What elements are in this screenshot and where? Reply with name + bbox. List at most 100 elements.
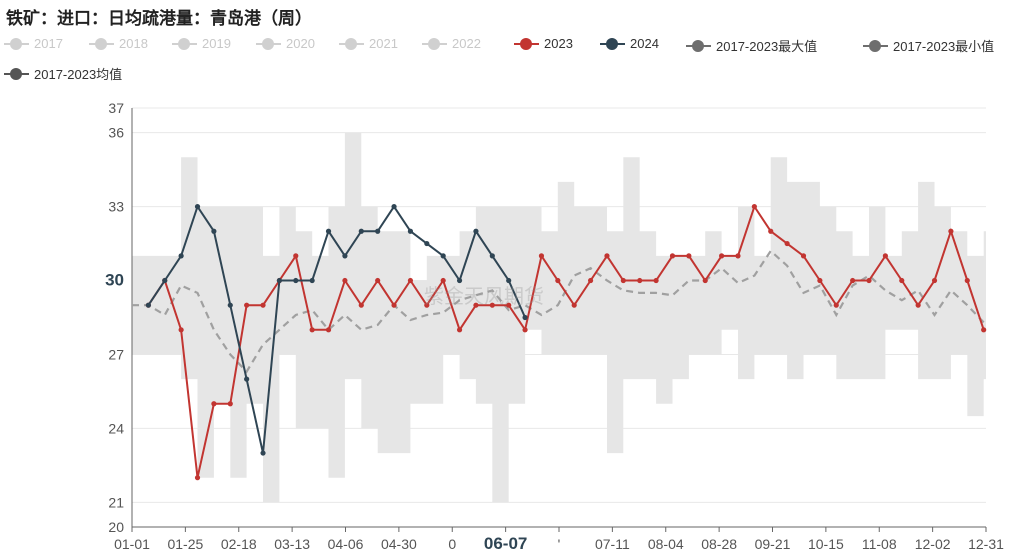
data-point-2024 — [244, 376, 250, 382]
data-point-2023 — [899, 277, 905, 284]
data-point-2024 — [506, 277, 512, 284]
legend-item-9[interactable]: 2017-2023最小值 — [863, 36, 994, 55]
legend-item-2[interactable]: 2019 — [172, 36, 231, 51]
data-point-2023 — [293, 253, 299, 259]
data-point-2024 — [162, 277, 168, 284]
legend-label: 2017-2023均值 — [34, 67, 123, 82]
data-point-2024 — [440, 253, 446, 259]
data-point-2023 — [637, 277, 643, 284]
legend-item-8[interactable]: 2017-2023最大值 — [686, 36, 817, 55]
data-point-2024 — [194, 203, 201, 210]
series-line-2024 — [147, 204, 527, 454]
data-point-2023 — [391, 302, 397, 308]
x-tick-label: 11-08 — [862, 536, 897, 552]
y-tick-label: 24 — [108, 420, 124, 436]
data-point-2024 — [489, 253, 495, 259]
legend-marker-icon — [422, 37, 447, 51]
legend-item-10[interactable]: 2017-2023均值 — [4, 64, 122, 83]
x-tick-label: 02-18 — [221, 536, 257, 552]
legend-item-1[interactable]: 2018 — [89, 36, 148, 51]
legend-label: 2017-2023最大值 — [716, 39, 818, 54]
data-point-2024 — [391, 203, 397, 210]
data-point-2023 — [784, 240, 790, 247]
data-point-2024 — [293, 277, 299, 284]
x-tick-label: 09-21 — [755, 536, 791, 552]
max-min-band — [132, 132, 986, 503]
legend-marker-icon — [600, 37, 625, 51]
data-point-2023 — [424, 302, 430, 308]
data-point-2023 — [800, 253, 807, 259]
data-point-2023 — [931, 277, 938, 284]
y-tick-label: 30 — [105, 271, 124, 290]
legend-item-0[interactable]: 2017 — [4, 36, 63, 51]
data-point-2023 — [702, 277, 708, 284]
y-tick-label: 20 — [108, 519, 124, 535]
data-point-2024 — [473, 228, 479, 234]
data-point-2023 — [227, 401, 233, 407]
data-point-2024 — [522, 314, 528, 321]
data-point-2024 — [342, 253, 348, 259]
x-tick-label: 08-28 — [701, 536, 737, 552]
data-point-2024 — [358, 228, 364, 234]
legend-marker-icon — [863, 39, 888, 53]
data-point-2023 — [538, 253, 545, 259]
data-point-2023 — [555, 277, 561, 284]
legend-item-6[interactable]: 2023 — [514, 36, 573, 51]
data-point-2023 — [866, 277, 872, 284]
legend-marker-icon — [686, 39, 711, 53]
data-point-2024 — [145, 302, 151, 308]
legend-marker-icon — [172, 37, 197, 51]
legend-marker-icon — [4, 67, 29, 81]
data-point-2023 — [768, 228, 774, 234]
data-point-2023 — [407, 277, 414, 284]
data-point-2023 — [948, 228, 954, 234]
chart-title: 铁矿：进口：日均疏港量：青岛港（周） — [6, 9, 312, 28]
data-point-2023 — [506, 302, 512, 308]
legend-label: 2019 — [202, 36, 231, 51]
x-tick-label: ' — [558, 536, 561, 552]
data-point-2024 — [178, 253, 184, 259]
legend-label: 2021 — [369, 36, 398, 51]
series-line-2023 — [147, 204, 985, 478]
data-point-2023 — [882, 253, 888, 259]
data-point-2023 — [571, 302, 577, 308]
x-tick-label: 12-31 — [968, 536, 1004, 552]
data-point-2023 — [981, 327, 987, 333]
y-tick-label: 37 — [108, 100, 124, 116]
y-tick-label: 27 — [108, 346, 124, 362]
legend-marker-icon — [4, 37, 29, 51]
data-point-2023 — [915, 302, 921, 308]
data-point-2024 — [227, 302, 233, 308]
data-point-2023 — [358, 302, 364, 308]
x-tick-label: 04-30 — [381, 536, 417, 552]
data-point-2024 — [375, 228, 381, 234]
data-point-2023 — [686, 253, 692, 259]
data-point-2024 — [456, 277, 463, 284]
legend-label: 2024 — [630, 36, 659, 51]
legend-item-5[interactable]: 2022 — [422, 36, 481, 51]
legend-label: 2018 — [119, 36, 148, 51]
legend-item-3[interactable]: 2020 — [256, 36, 315, 51]
y-tick-label: 36 — [108, 125, 124, 141]
data-point-2023 — [178, 327, 184, 333]
data-point-2023 — [587, 277, 594, 284]
legend-marker-icon — [514, 37, 539, 51]
legend-label: 2022 — [452, 36, 481, 51]
data-point-2024 — [325, 228, 332, 234]
legend-item-7[interactable]: 2024 — [600, 36, 659, 51]
data-point-2023 — [211, 401, 217, 407]
data-point-2023 — [456, 327, 463, 333]
legend-label: 2017-2023最小值 — [893, 39, 995, 54]
legend-item-4[interactable]: 2021 — [339, 36, 398, 51]
data-point-2024 — [424, 240, 430, 247]
y-tick-label: 21 — [108, 494, 124, 510]
legend-marker-icon — [256, 37, 281, 51]
legend-label: 2023 — [544, 36, 573, 51]
x-tick-label: 10-15 — [808, 536, 844, 552]
x-tick-label: 12-02 — [915, 536, 951, 552]
data-point-2023 — [850, 277, 856, 284]
data-point-2023 — [604, 253, 610, 259]
data-point-2023 — [244, 302, 250, 308]
data-point-2023 — [342, 277, 348, 284]
y-tick-label: 33 — [108, 199, 124, 215]
